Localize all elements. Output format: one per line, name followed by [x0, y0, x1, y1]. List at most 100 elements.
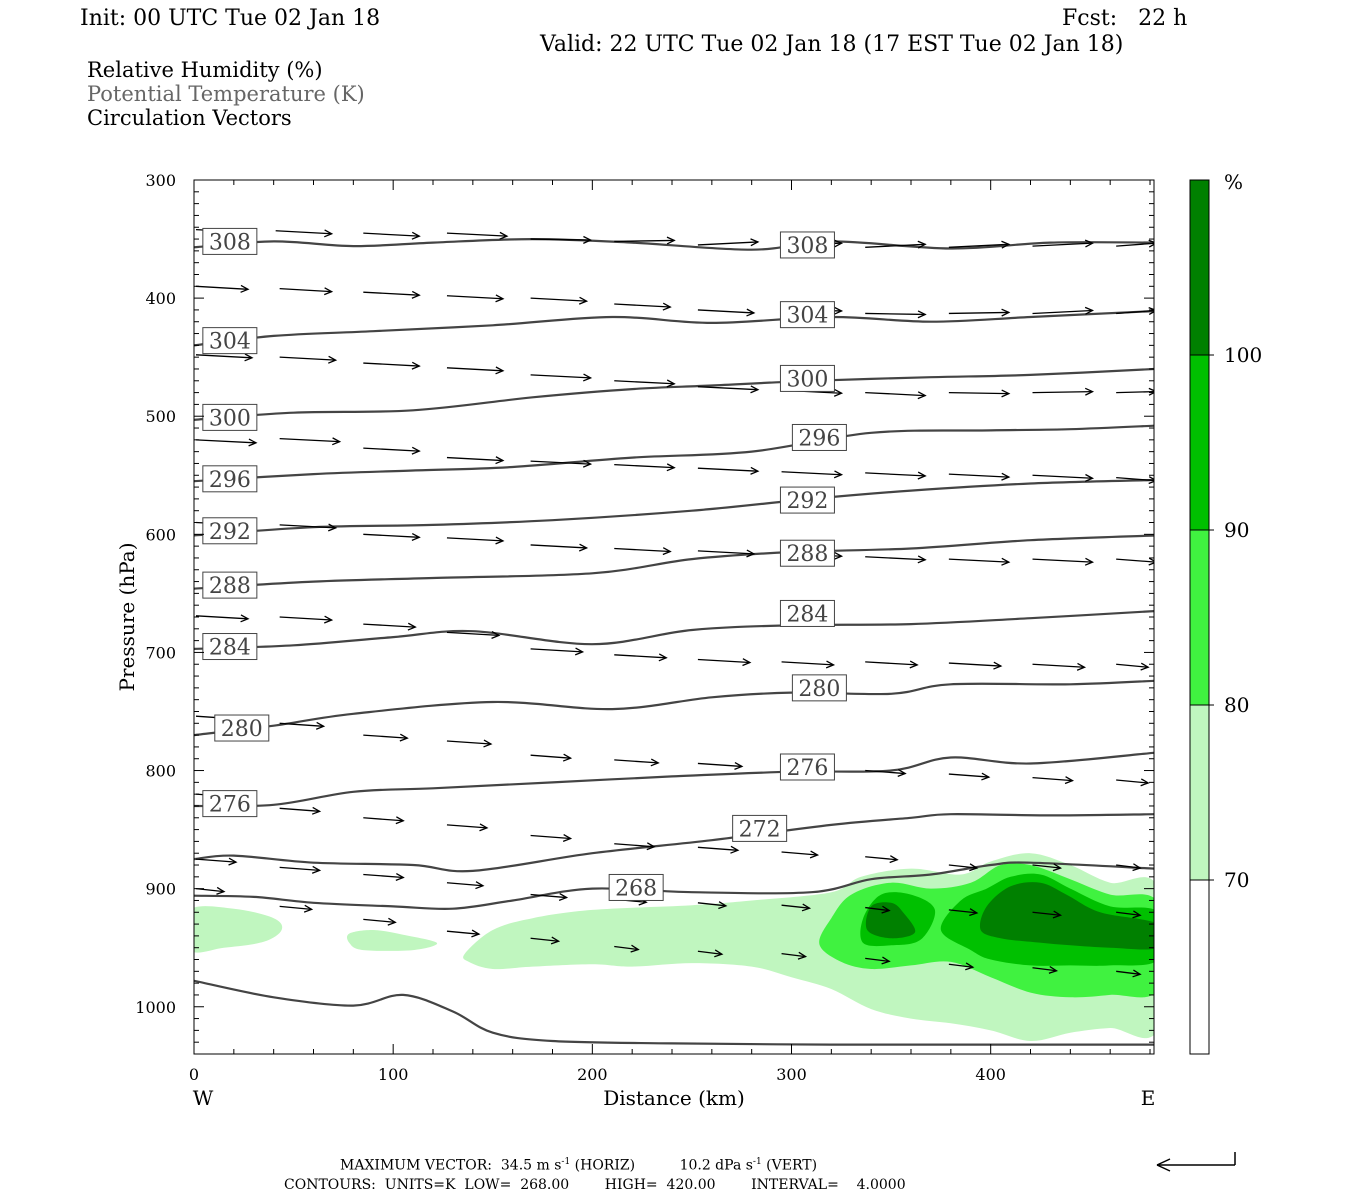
colorbar-segment: [1190, 880, 1209, 1054]
contour-label-text: 276: [786, 756, 828, 781]
wind-vector: [697, 761, 744, 770]
wind-vector: [697, 901, 728, 910]
wind-vector: [697, 385, 760, 394]
wind-vector: [1032, 776, 1075, 785]
wind-vector: [697, 238, 760, 247]
contour-label-text: 304: [786, 304, 828, 329]
wind-vector: [279, 904, 314, 913]
legend-rh: Relative Humidity (%): [87, 58, 323, 82]
wind-vector: [279, 615, 334, 624]
wind-vector: [530, 543, 589, 552]
theta-contour-276: [194, 751, 1154, 808]
wind-vector: [697, 949, 724, 958]
wind-vector: [865, 660, 919, 669]
colorbar-segment: [1190, 355, 1209, 530]
wind-vector: [446, 630, 501, 639]
valid-time: Valid: 22 UTC Tue 02 Jan 18 (17 EST Tue …: [540, 32, 1124, 57]
wind-vector: [697, 845, 740, 854]
wind-vector: [1116, 557, 1154, 566]
wind-vector: [530, 892, 569, 901]
wind-vector: [614, 944, 640, 953]
contour-label-text: 304: [209, 330, 251, 355]
wind-vector: [1116, 239, 1154, 248]
contour-label: 304: [202, 327, 258, 355]
wind-vector: [781, 660, 836, 669]
wind-vector: [530, 235, 593, 244]
wind-vector: [446, 536, 505, 545]
theta-contour-268: [194, 861, 1154, 911]
wind-vector: [865, 956, 891, 965]
contour-label-text: 296: [209, 468, 251, 493]
contour-label-text: 300: [786, 367, 828, 392]
wind-vector: [530, 459, 593, 468]
contour-label: 300: [202, 403, 258, 431]
wind-vector: [1032, 965, 1059, 974]
wind-vector: [1032, 387, 1095, 396]
wind-vector: [948, 661, 1003, 670]
wind-vector: [363, 361, 421, 370]
legend-theta: Potential Temperature (K): [87, 82, 365, 106]
contour-label-text: 280: [798, 677, 840, 702]
y-tick-label: 600: [145, 525, 176, 544]
colorbar-level-label: 100: [1224, 343, 1262, 367]
circulation-vectors: [195, 228, 1154, 978]
wind-vector: [446, 294, 505, 303]
wind-vector: [530, 833, 573, 842]
wind-vector: [948, 557, 1011, 566]
contour-label: 284: [202, 633, 258, 661]
colorbar-unit: %: [1224, 170, 1243, 194]
wind-vector: [1116, 863, 1142, 872]
wind-vector: [614, 379, 676, 388]
wind-vector: [1116, 969, 1142, 978]
wind-vector: [530, 296, 589, 305]
wind-vector: [781, 470, 844, 479]
wind-vector: [614, 463, 676, 472]
wind-vector: [614, 302, 672, 311]
y-tick-label: 700: [145, 643, 176, 662]
contour-label: 288: [202, 571, 258, 599]
wind-vector: [279, 287, 334, 296]
wind-vector: [1116, 662, 1150, 671]
wind-vector: [865, 769, 907, 778]
wind-vector: [865, 471, 927, 480]
wind-vector: [363, 532, 421, 541]
wind-vector: [865, 905, 891, 914]
wind-vector: [279, 721, 326, 730]
legend-vectors: Circulation Vectors: [87, 106, 292, 130]
wind-vector: [446, 366, 505, 375]
rh-region-100-6: [865, 902, 916, 939]
contour-label: 304: [779, 301, 835, 329]
y-tick-label: 500: [145, 407, 176, 426]
max-vector-text: MAXIMUM VECTOR: 34.5 m s-1 (HORIZ) 10.2 …: [340, 1157, 818, 1174]
contour-labels: 308 308 304 304 300 300 296 296 292 292 288 288 284 2…: [202, 227, 847, 901]
x-tick-label: 200: [577, 1065, 608, 1084]
rh-shading: [194, 853, 1154, 1042]
wind-vector: [614, 653, 668, 662]
theta-contour-300: [194, 367, 1154, 421]
wind-vector: [446, 823, 489, 832]
contour-label: 288: [779, 539, 835, 567]
theta-contour-288: [194, 534, 1154, 590]
x-east-label: E: [1141, 1086, 1156, 1110]
init-time: Init: 00 UTC Tue 02 Jan 18: [80, 6, 381, 31]
wind-vector: [363, 622, 417, 631]
wind-vector: [1116, 910, 1142, 919]
wind-vector: [279, 437, 342, 446]
wind-vector: [1116, 387, 1154, 396]
wind-vector: [363, 733, 409, 742]
contour-label-text: 300: [209, 406, 251, 431]
wind-vector: [1116, 476, 1154, 485]
wind-vector: [363, 917, 397, 926]
contour-label: 296: [202, 465, 258, 493]
theta-contour-surface: [194, 979, 1154, 1046]
wind-vector: [363, 446, 421, 455]
wind-vector: [1032, 239, 1095, 248]
x-tick-label: 300: [776, 1065, 807, 1084]
colorbar-level-label: 70: [1224, 868, 1249, 892]
contour-label-text: 308: [786, 234, 828, 259]
colorbar: 70 80 90 100%: [1189, 170, 1262, 1055]
wind-vector: [446, 456, 505, 465]
theta-contour-304: [194, 310, 1154, 347]
contour-label: 276: [202, 790, 258, 818]
